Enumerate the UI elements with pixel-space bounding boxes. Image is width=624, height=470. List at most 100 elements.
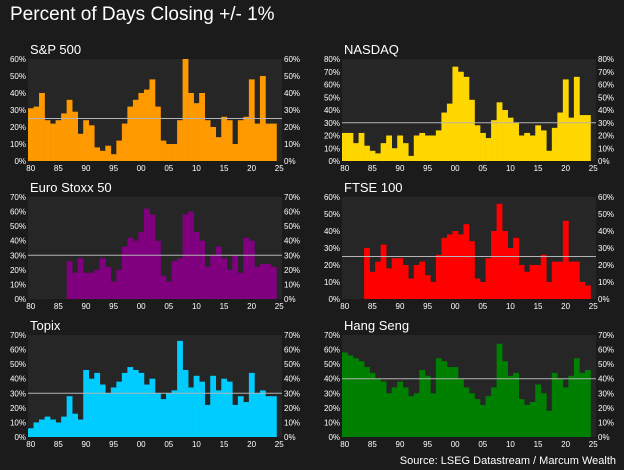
x-tick-label: 00 bbox=[137, 164, 146, 173]
y-tick-label-right: 60% bbox=[284, 55, 300, 64]
x-tick-label: 05 bbox=[478, 302, 487, 311]
y-tick-label-right: 60% bbox=[284, 208, 300, 217]
bar bbox=[110, 387, 117, 437]
panel-title: Euro Stoxx 50 bbox=[30, 180, 112, 195]
bar bbox=[155, 240, 161, 299]
y-tick-label-left: 40% bbox=[10, 237, 26, 246]
bar bbox=[210, 127, 217, 161]
bar bbox=[551, 127, 558, 161]
y-tick-label-left: 50% bbox=[324, 360, 340, 369]
bar bbox=[265, 123, 272, 161]
y-tick-label-right: 40% bbox=[284, 375, 300, 384]
bar bbox=[55, 422, 62, 437]
bar bbox=[485, 396, 492, 437]
bar bbox=[441, 112, 448, 161]
bar bbox=[573, 76, 580, 161]
y-tick-label-right: 60% bbox=[598, 346, 614, 355]
bar bbox=[402, 265, 409, 299]
bar bbox=[584, 115, 591, 161]
bar bbox=[72, 272, 78, 299]
bar bbox=[551, 372, 558, 437]
bar bbox=[166, 393, 172, 437]
bar bbox=[110, 154, 117, 161]
bar bbox=[391, 148, 398, 161]
bar bbox=[55, 120, 62, 161]
x-tick-label: 20 bbox=[561, 302, 570, 311]
bar bbox=[485, 258, 492, 299]
y-tick-label-left: 10% bbox=[324, 278, 340, 287]
bar bbox=[579, 282, 586, 299]
bar bbox=[457, 71, 464, 161]
bar bbox=[546, 282, 553, 299]
bar bbox=[132, 99, 139, 161]
bar bbox=[199, 240, 205, 299]
bar bbox=[210, 375, 217, 437]
y-tick-label-right: 40% bbox=[598, 375, 614, 384]
x-tick-label: 95 bbox=[109, 440, 118, 449]
bar bbox=[568, 261, 575, 299]
bar bbox=[397, 135, 404, 161]
bar bbox=[474, 399, 481, 437]
bar bbox=[502, 231, 508, 299]
bar bbox=[435, 358, 442, 437]
bar bbox=[72, 111, 78, 161]
y-tick-label-right: 0% bbox=[598, 295, 610, 304]
bar bbox=[375, 378, 381, 437]
x-tick-label: 85 bbox=[368, 440, 377, 449]
x-tick-label: 85 bbox=[54, 440, 63, 449]
bar bbox=[259, 264, 266, 299]
bar bbox=[391, 258, 398, 299]
bar bbox=[358, 361, 365, 437]
bar bbox=[364, 248, 370, 299]
bar bbox=[584, 369, 591, 437]
x-tick-label: 95 bbox=[109, 164, 118, 173]
y-tick-label-left: 10% bbox=[324, 418, 340, 427]
y-tick-label-right: 20% bbox=[284, 123, 300, 132]
bar bbox=[121, 246, 128, 299]
bar bbox=[143, 89, 150, 161]
y-tick-label-left: 0% bbox=[14, 433, 26, 442]
bar bbox=[529, 265, 536, 299]
bar bbox=[463, 224, 470, 299]
bar bbox=[83, 120, 90, 161]
y-tick-label-left: 0% bbox=[328, 295, 340, 304]
bar bbox=[446, 234, 453, 299]
y-tick-label-left: 40% bbox=[324, 106, 340, 115]
bar bbox=[72, 413, 78, 437]
bar bbox=[77, 133, 84, 161]
bar bbox=[33, 422, 40, 437]
bar bbox=[232, 255, 239, 299]
bar bbox=[50, 123, 56, 161]
bar bbox=[408, 278, 415, 299]
bar bbox=[480, 132, 486, 161]
bar bbox=[61, 113, 67, 161]
x-tick-label: 10 bbox=[192, 164, 201, 173]
bar bbox=[535, 125, 542, 161]
bar bbox=[221, 378, 228, 437]
bar bbox=[77, 419, 84, 437]
bar bbox=[375, 261, 381, 299]
bar bbox=[66, 99, 73, 161]
bar bbox=[177, 120, 183, 161]
bar bbox=[138, 231, 145, 299]
x-tick-label: 25 bbox=[275, 302, 284, 311]
bar bbox=[121, 372, 128, 437]
y-tick-label-right: 10% bbox=[598, 144, 614, 153]
x-tick-label: 05 bbox=[164, 302, 173, 311]
bar bbox=[446, 103, 453, 162]
bar bbox=[215, 137, 222, 161]
bar bbox=[474, 125, 481, 161]
x-tick-label: 20 bbox=[561, 164, 570, 173]
bar bbox=[535, 384, 542, 437]
bar bbox=[193, 103, 200, 161]
bar bbox=[474, 278, 481, 299]
x-tick-label: 25 bbox=[589, 302, 598, 311]
bar bbox=[557, 378, 564, 437]
bar bbox=[546, 150, 553, 161]
bar bbox=[380, 381, 387, 437]
x-tick-label: 05 bbox=[478, 440, 487, 449]
bar bbox=[248, 79, 255, 161]
bar bbox=[177, 340, 183, 437]
chart-svg-hang-seng: Hang Seng 0% 0% 10% 10% 20% 20% 30% 30% 40% 40% 50%… bbox=[324, 318, 614, 449]
x-tick-label: 80 bbox=[340, 302, 349, 311]
